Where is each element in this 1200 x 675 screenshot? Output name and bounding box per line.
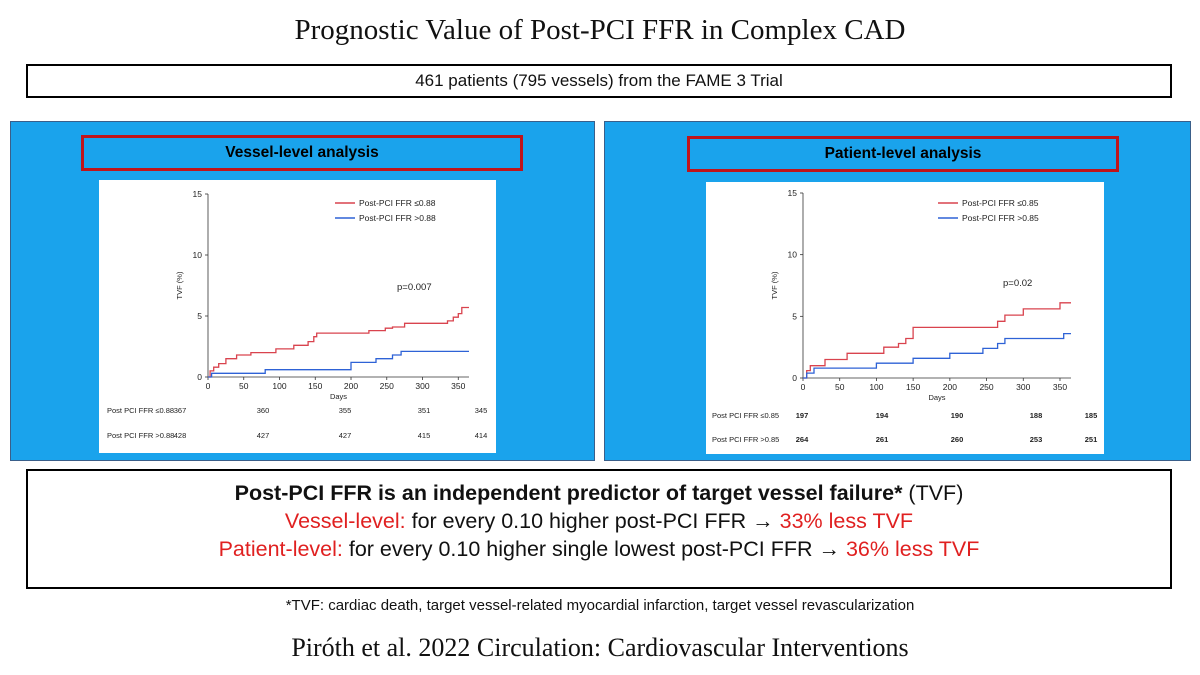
y-axis-title: TVF (%)	[175, 271, 184, 299]
x-axis-title: Days	[330, 392, 347, 401]
legend-label: Post-PCI FFR >0.85	[962, 213, 1039, 223]
high-ffr-series-line	[208, 350, 469, 378]
p-value-annotation: p=0.007	[397, 282, 432, 293]
x-tick-label: 0	[206, 381, 211, 391]
vessel-level-result-text: for every 0.10 higher post-PCI FFR →	[405, 509, 780, 533]
risk-table-value: 188	[1030, 411, 1043, 420]
risk-table-value: 260	[951, 435, 964, 444]
risk-table-row-label: Post PCI FFR >0.88	[107, 431, 174, 440]
p-value-annotation: p=0.02	[1003, 278, 1032, 289]
y-tick-label: 0	[792, 373, 797, 383]
patient-level-panel: Patient-level analysis 0 5 10 15 0 50 100 150 20…	[604, 121, 1191, 461]
y-axis-title: TVF (%)	[770, 271, 779, 299]
risk-table-value: 345	[475, 406, 488, 415]
y-tick-label: 5	[197, 311, 202, 321]
x-tick-label: 150	[308, 381, 322, 391]
risk-table-value: 360	[257, 406, 270, 415]
x-tick-label: 100	[869, 382, 883, 392]
risk-table-value: 367	[174, 406, 187, 415]
patient-level-result-value: 36% less TVF	[845, 537, 980, 561]
x-tick-label: 0	[801, 382, 806, 392]
tvf-footnote: *TVF: cardiac death, target vessel-relat…	[285, 597, 915, 614]
risk-table-value: 264	[796, 435, 809, 444]
risk-table-row-label: Post PCI FFR ≤0.88	[107, 406, 174, 415]
high-ffr-series-line	[803, 332, 1071, 379]
risk-table-value: 428	[174, 431, 187, 440]
y-tick-label: 5	[792, 311, 797, 321]
risk-table-value: 414	[475, 431, 488, 440]
summary-headline-rest: (TVF)	[902, 481, 964, 505]
patient-level-label: Patient-level analysis	[687, 136, 1119, 172]
patient-level-chart-card: 0 5 10 15 0 50 100 150 200 250 300 350 Days TVF (%) Po…	[706, 182, 1104, 454]
x-tick-label: 250	[380, 381, 394, 391]
x-tick-label: 350	[1053, 382, 1067, 392]
cohort-subtitle-box: 461 patients (795 vessels) from the FAME…	[26, 64, 1172, 98]
x-tick-label: 200	[943, 382, 957, 392]
cohort-subtitle: 461 patients (795 vessels) from the FAME…	[415, 71, 783, 90]
y-tick-label: 15	[193, 189, 203, 199]
risk-table-value: 427	[339, 431, 352, 440]
vessel-level-result-value: 33% less TVF	[779, 509, 914, 533]
risk-table-row-label: Post PCI FFR >0.85	[712, 435, 779, 444]
citation: Piróth et al. 2022 Circulation: Cardiova…	[291, 633, 909, 662]
risk-table-value: 253	[1030, 435, 1043, 444]
vessel-level-result-label: Vessel-level:	[284, 509, 406, 533]
risk-table-row-label: Post PCI FFR ≤0.85	[712, 411, 779, 420]
slide-title: Prognostic Value of Post-PCI FFR in Comp…	[294, 14, 906, 46]
risk-table-value: 190	[951, 411, 964, 420]
risk-table-value: 415	[418, 431, 431, 440]
risk-table-value: 427	[257, 431, 270, 440]
risk-table-value: 185	[1085, 411, 1098, 420]
y-tick-label: 10	[788, 250, 798, 260]
y-tick-label: 15	[788, 188, 798, 198]
x-tick-label: 100	[272, 381, 286, 391]
vessel-level-chart-card: 0 5 10 15 0 50 100 150 200 250 300 350 Days TVF (%) Po…	[99, 180, 496, 453]
vessel-level-panel: Vessel-level analysis 0 5 10 15 0 50 100 150 200…	[10, 121, 595, 461]
patient-level-result-label: Patient-level:	[218, 537, 343, 561]
low-ffr-series-line	[803, 302, 1071, 379]
risk-table-value: 355	[339, 406, 352, 415]
x-axis-title: Days	[928, 393, 945, 402]
risk-table-value: 194	[876, 411, 889, 420]
x-tick-label: 250	[979, 382, 993, 392]
summary-box: Post-PCI FFR is an independent predictor…	[26, 469, 1172, 589]
low-ffr-series-line	[208, 306, 469, 378]
x-tick-label: 50	[239, 381, 249, 391]
risk-table-value: 197	[796, 411, 809, 420]
x-tick-label: 350	[451, 381, 465, 391]
legend-label: Post-PCI FFR ≤0.88	[359, 198, 436, 208]
x-tick-label: 300	[1016, 382, 1030, 392]
legend-label: Post-PCI FFR >0.88	[359, 213, 436, 223]
vessel-level-label: Vessel-level analysis	[81, 135, 523, 171]
y-tick-label: 0	[197, 372, 202, 382]
risk-table-value: 251	[1085, 435, 1098, 444]
summary-headline: Post-PCI FFR is an independent predictor…	[28, 479, 1170, 507]
summary-patient-line: Patient-level: for every 0.10 higher sin…	[28, 535, 1170, 563]
x-tick-label: 150	[906, 382, 920, 392]
x-tick-label: 50	[835, 382, 845, 392]
summary-headline-bold: Post-PCI FFR is an independent predictor…	[234, 481, 903, 505]
patient-level-result-text: for every 0.10 higher single lowest post…	[342, 537, 846, 561]
risk-table-value: 351	[418, 406, 431, 415]
summary-vessel-line: Vessel-level: for every 0.10 higher post…	[28, 507, 1170, 535]
y-tick-label: 10	[193, 250, 203, 260]
legend-label: Post-PCI FFR ≤0.85	[962, 198, 1039, 208]
x-tick-label: 300	[415, 381, 429, 391]
x-tick-label: 200	[344, 381, 358, 391]
risk-table-value: 261	[876, 435, 889, 444]
